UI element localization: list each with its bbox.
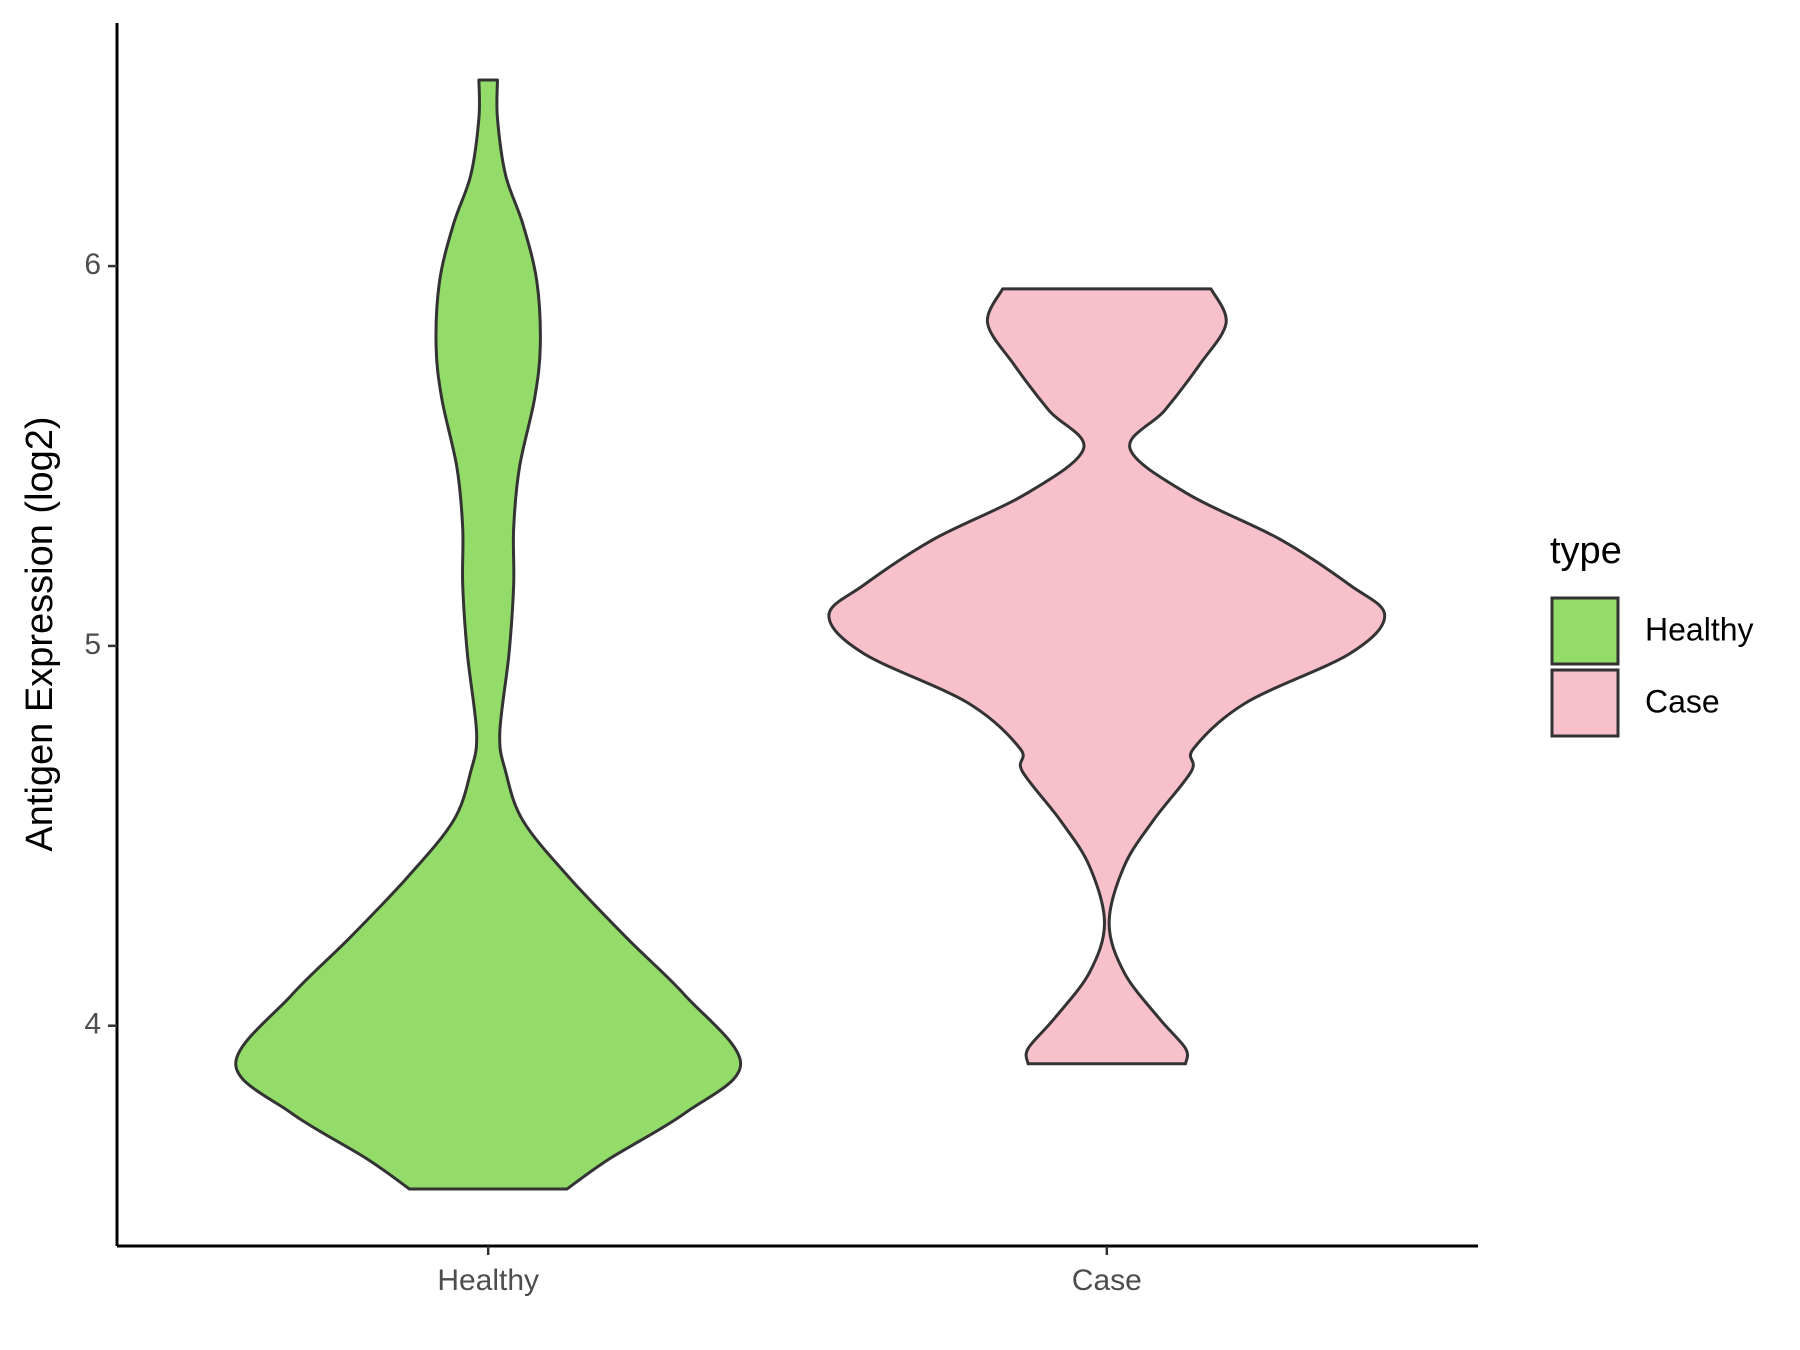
legend-key <box>1550 596 1620 666</box>
legend-label: Healthy <box>1645 611 1754 647</box>
legend-title: type <box>1550 530 1622 572</box>
x-tick-label: Case <box>1072 1264 1142 1297</box>
legend-label: Case <box>1645 683 1720 719</box>
violin <box>827 287 1387 1066</box>
legend-key <box>1550 668 1620 738</box>
x-tick-label: Healthy <box>437 1264 539 1297</box>
violin <box>234 78 743 1191</box>
y-tick-label: 4 <box>84 1008 101 1041</box>
y-tick-label: 5 <box>84 628 101 661</box>
y-tick-label: 6 <box>84 248 101 281</box>
y-axis-title: Antigen Expression (log2) <box>19 416 61 851</box>
